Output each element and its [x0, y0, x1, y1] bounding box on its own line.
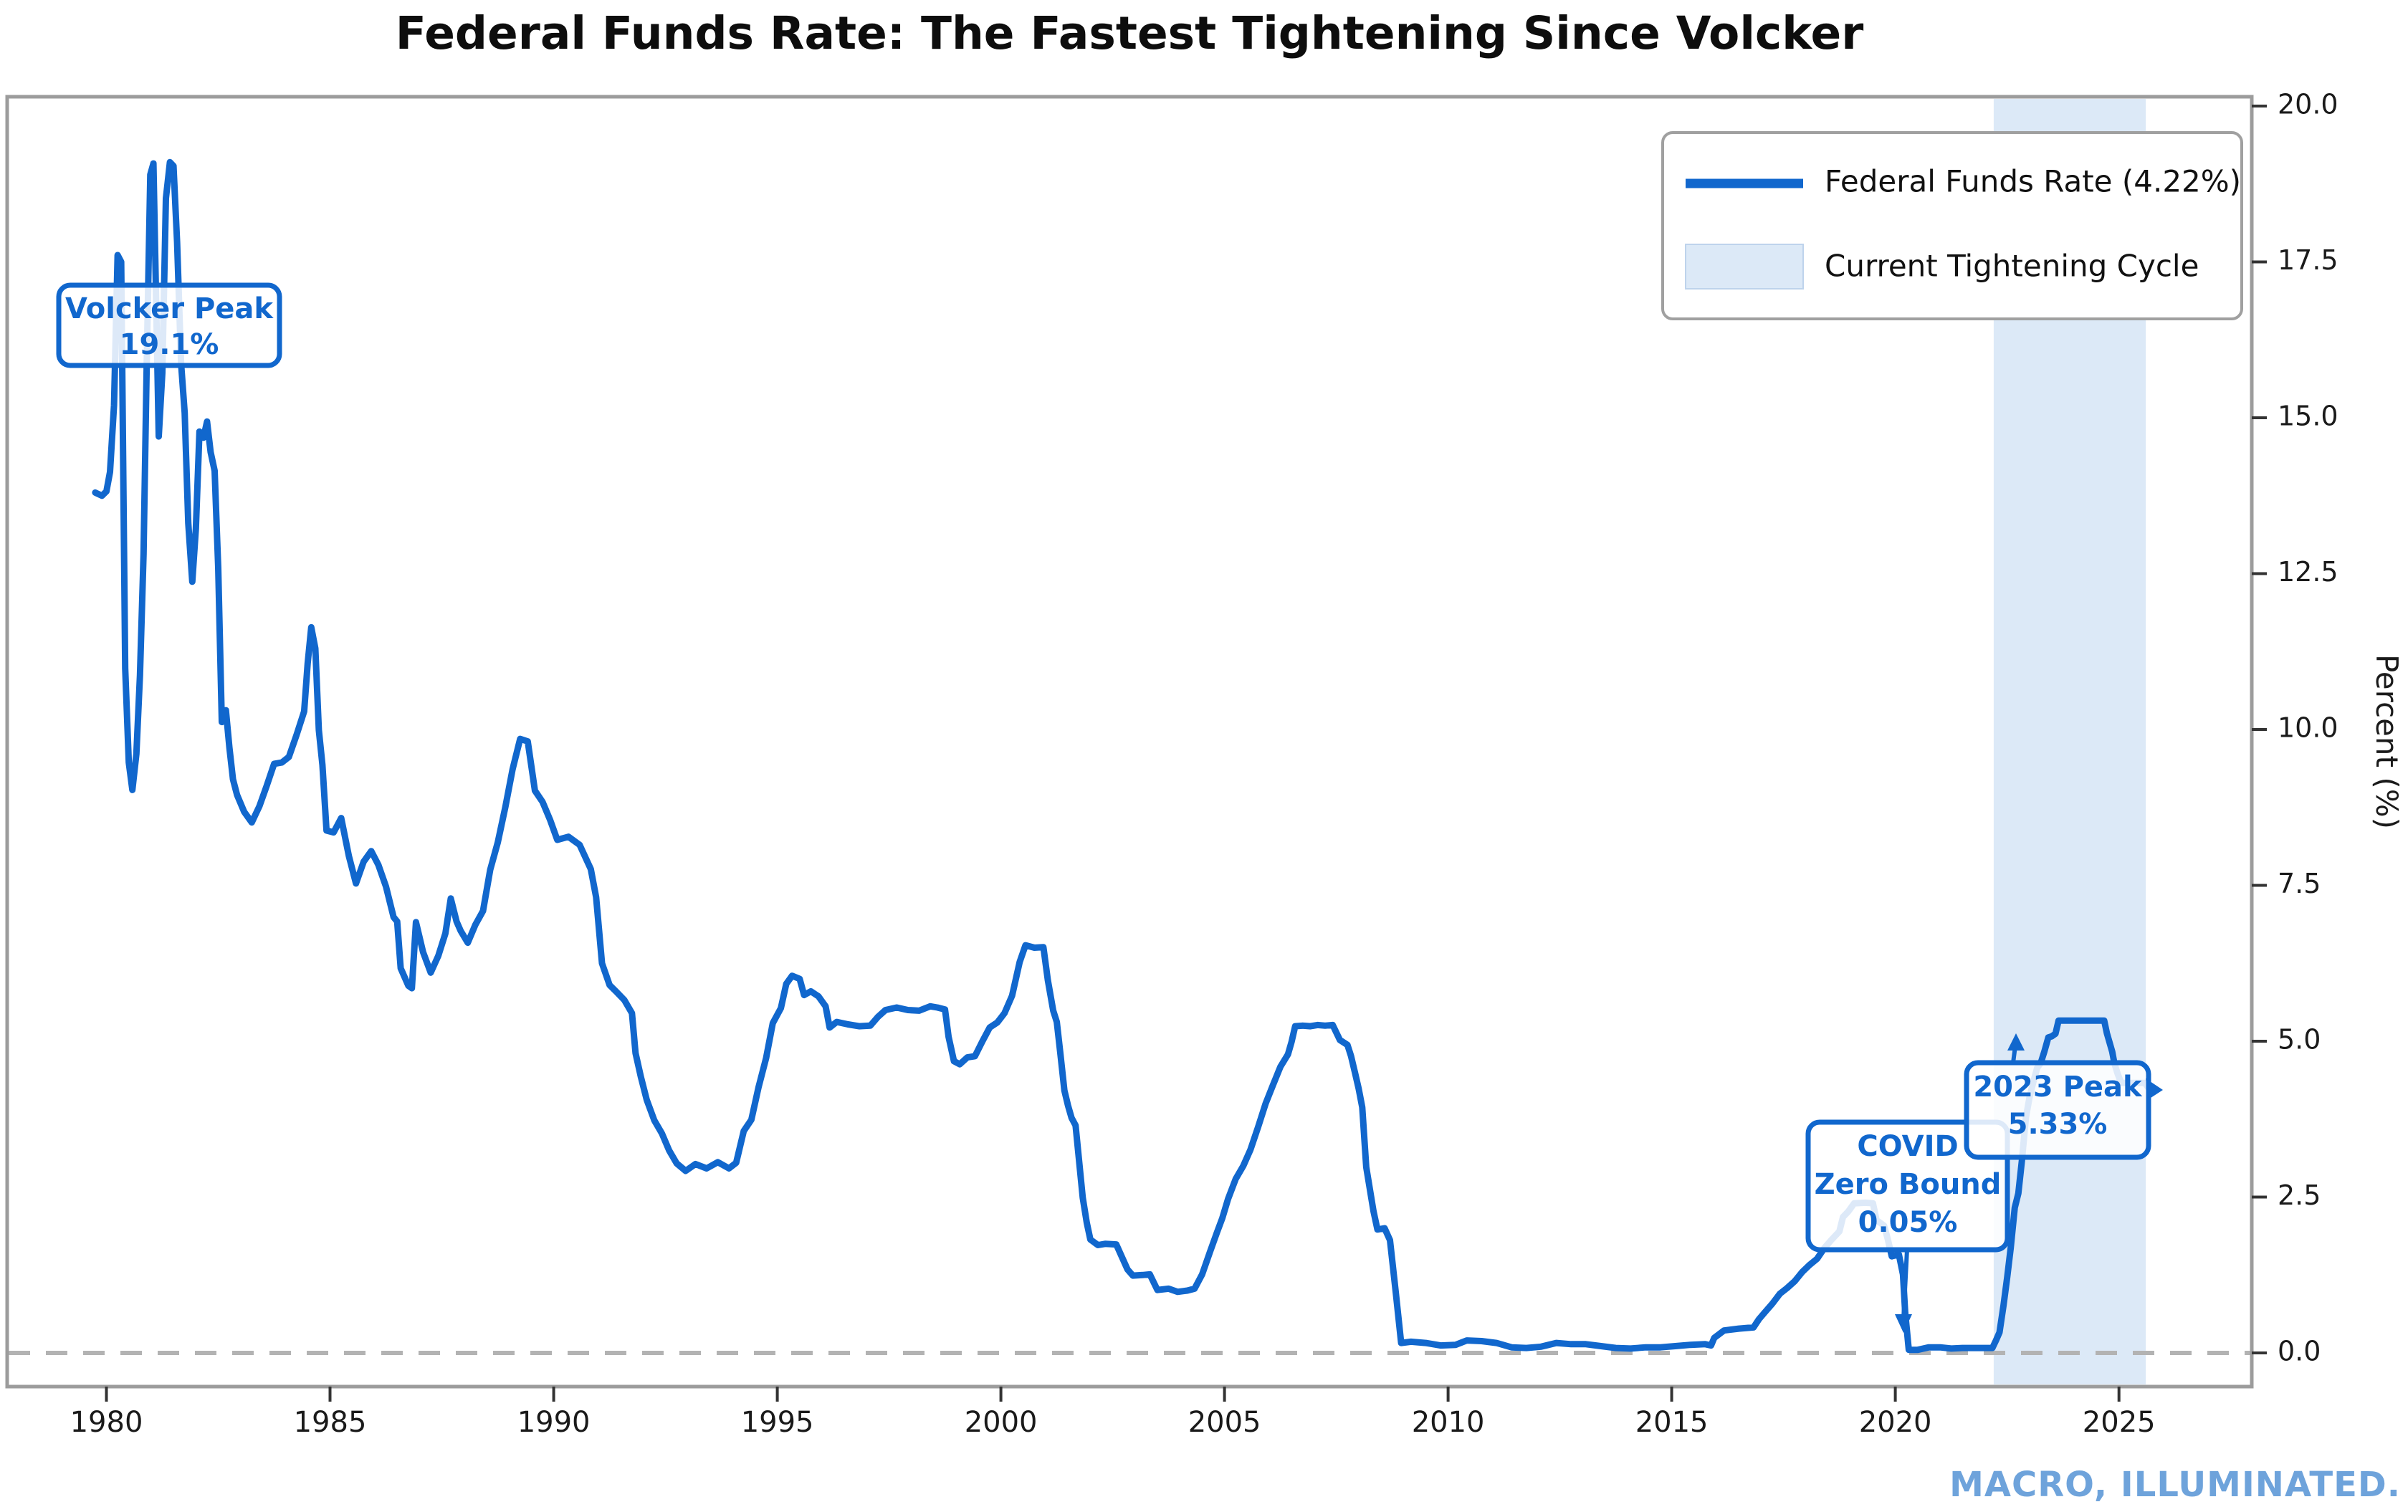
annotation-2023-line2: 5.33% — [2008, 1108, 2108, 1141]
y-tick-label: 5.0 — [2278, 1024, 2321, 1056]
x-tick-label: 1995 — [741, 1406, 814, 1439]
x-axis-ticks: 1980 1985 1990 1995 2000 2005 2010 2015 2020 2025 — [70, 1387, 2156, 1439]
annotation-covid-box — [1805, 1119, 2010, 1253]
legend-patch-swatch — [1685, 244, 1804, 290]
x-tick-label: 2020 — [1859, 1406, 1932, 1439]
y-tick-label: 7.5 — [2278, 868, 2321, 899]
annotation-volcker-line2: 19.1% — [120, 328, 219, 361]
annotation-covid-line1: COVID — [1857, 1130, 1958, 1163]
x-tick-label: 1980 — [70, 1406, 143, 1439]
y-tick-label: 10.0 — [2278, 712, 2338, 744]
annotation-covid-line2: Zero Bound — [1815, 1168, 2002, 1201]
annotation-2023-arrowhead-up-icon — [2007, 1033, 2025, 1051]
y-axis-label: Percent (%) — [2369, 654, 2404, 829]
y-tick-label: 2.5 — [2278, 1180, 2321, 1211]
annotation-covid-zero-bound: COVID Zero Bound 0.05% — [1805, 1119, 2010, 1333]
chart-title: Federal Funds Rate: The Fastest Tighteni… — [396, 7, 1864, 59]
y-axis-ticks: 20.0 17.5 15.0 12.5 10.0 7.5 5.0 2.5 0.0 — [2252, 89, 2338, 1367]
x-tick-label: 2005 — [1188, 1406, 1261, 1439]
plot-border — [5, 95, 2254, 1389]
x-tick-label: 2025 — [2083, 1406, 2156, 1439]
y-tick-label: 15.0 — [2278, 401, 2338, 432]
y-tick-label: 17.5 — [2278, 244, 2338, 276]
legend-item-ffr: Federal Funds Rate (4.22%) — [1825, 164, 2241, 199]
annotation-2023-line1: 2023 Peak — [1973, 1071, 2143, 1104]
annotation-covid-arrowhead-icon — [1895, 1314, 1912, 1333]
annotation-volcker-line1: Volcker Peak — [65, 292, 274, 325]
annotation-2023-box — [1964, 1060, 2151, 1160]
x-tick-label: 2010 — [1412, 1406, 1485, 1439]
x-tick-label: 1990 — [517, 1406, 591, 1439]
watermark: MACRO, ILLUMINATED. — [1949, 1465, 2401, 1505]
annotation-volcker-peak: Volcker Peak 19.1% — [56, 282, 282, 368]
y-tick-label: 12.5 — [2278, 556, 2338, 588]
annotation-covid-line3: 0.05% — [1858, 1206, 1958, 1239]
legend-item-tightening: Current Tightening Cycle — [1825, 249, 2199, 284]
x-tick-label: 2000 — [965, 1406, 1038, 1439]
x-tick-label: 2015 — [1635, 1406, 1709, 1439]
legend: Federal Funds Rate (4.22%) Current Tight… — [1661, 131, 2243, 320]
annotation-2023-peak: 2023 Peak 5.33% — [1964, 1033, 2163, 1160]
y-tick-label: 0.0 — [2278, 1336, 2321, 1367]
annotation-volcker-box — [56, 282, 282, 368]
annotation-2023-arrowhead-right-icon — [2146, 1078, 2163, 1099]
x-tick-label: 1985 — [294, 1406, 367, 1439]
legend-box — [1661, 131, 2243, 320]
y-tick-label: 20.0 — [2278, 89, 2338, 120]
annotation-covid-arrow — [1901, 1249, 1909, 1319]
